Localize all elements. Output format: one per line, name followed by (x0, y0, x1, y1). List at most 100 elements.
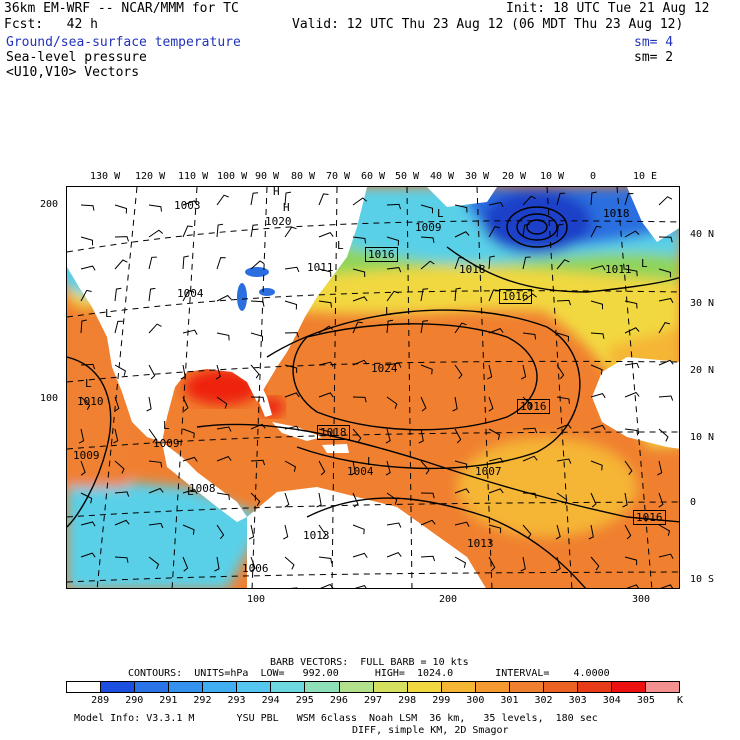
pressure-label: 1009 (73, 449, 100, 462)
weather-map[interactable]: 1003 1020 1011 1016 1009 1018 1016 1018 1011 1004… (66, 186, 680, 589)
latitude-label: 0 (690, 497, 697, 508)
wind-barb (386, 236, 400, 246)
pressure-label: 1013 (303, 529, 330, 542)
wind-barb (250, 396, 265, 403)
wind-barb (522, 195, 536, 206)
wind-barb (216, 294, 232, 302)
colorbar-swatch (441, 682, 476, 692)
wind-barb (624, 556, 638, 566)
pressure-label: 1018 (603, 207, 630, 220)
wind-barb (488, 255, 495, 270)
low-center-label: L (641, 257, 648, 270)
grid-x-label-300: 300 (632, 594, 651, 605)
wind-barb (350, 460, 356, 476)
wind-barb (250, 300, 265, 307)
wind-barb (555, 524, 561, 540)
pressure-label: 1003 (174, 199, 201, 212)
wind-barb (420, 260, 435, 270)
wind-barb (214, 556, 220, 572)
colorbar-label: 299 (432, 695, 451, 706)
wind-barb (250, 364, 260, 379)
wind-barb (250, 492, 261, 506)
wind-barb (148, 460, 163, 468)
wind-barb (318, 325, 334, 334)
colorbar (66, 681, 680, 693)
wind-barb (488, 396, 494, 412)
colorbar-swatch (646, 682, 680, 692)
field-sst-label: Ground/sea-surface temperature (6, 35, 241, 50)
wind-barb (284, 492, 290, 508)
graticule (67, 187, 679, 588)
grid-y-label-100: 100 (40, 393, 59, 404)
wind-barb (658, 553, 674, 559)
pressure-label: 1008 (189, 482, 216, 495)
wind-barb (352, 321, 363, 334)
low-center-label: L (437, 207, 444, 220)
wind-barb (318, 361, 334, 367)
wind-barb (216, 426, 232, 432)
wind-barb (420, 396, 427, 412)
low-center-label: L (187, 485, 194, 498)
contour-legend: CONTOURS: UNITS=hPa LOW= 992.00 HIGH= 10… (128, 668, 610, 679)
colorbar-swatch (67, 682, 102, 692)
wind-barb (318, 231, 334, 238)
colorbar-label: 294 (261, 695, 280, 706)
wind-barb (352, 492, 359, 508)
wind-barb (114, 320, 123, 334)
field-wind-label: <U10,V10> Vectors (6, 65, 140, 80)
wind-barb (182, 255, 189, 270)
wind-barb (454, 204, 468, 213)
wind-barb (658, 359, 674, 366)
latitude-label: 10 S (690, 574, 715, 585)
barb-legend: BARB VECTORS: FULL BARB = 10 kts (270, 657, 469, 668)
wind-barb (80, 204, 95, 211)
pressure-label: 1016 (499, 289, 532, 304)
high-center-label: H (273, 186, 280, 198)
wind-barb (658, 492, 664, 508)
wind-barb (556, 259, 570, 270)
wind-barb (386, 267, 402, 273)
longitude-label: 90 W (255, 171, 280, 182)
latitude-label: 30 N (690, 298, 715, 309)
pressure-label: 1011 (605, 263, 632, 276)
forecast-hour: Fcst: 42 h (4, 17, 98, 32)
wind-barb (590, 364, 603, 375)
longitude-label: 100 W (217, 171, 248, 182)
wind-barb (418, 428, 424, 444)
wind-barb (420, 460, 430, 475)
wind-barb (624, 362, 640, 369)
valid-time: Valid: 12 UTC Thu 23 Aug 12 (06 MDT Thu … (292, 17, 684, 32)
wind-barb (420, 555, 436, 562)
wind-barb (352, 552, 368, 558)
wind-barb (216, 194, 229, 206)
wind-barb (284, 556, 295, 570)
colorbar-label: 300 (466, 695, 485, 706)
wind-barb (488, 327, 504, 334)
wind-barb (556, 458, 572, 464)
colorbar-swatch (407, 682, 442, 692)
wind-barb (624, 524, 632, 540)
pressure-label: 1007 (475, 465, 502, 478)
pressure-label: 1020 (265, 215, 292, 228)
wind-barb (216, 524, 225, 540)
low-center-label: L (337, 239, 344, 252)
wind-barb (114, 364, 126, 376)
wind-barb (80, 319, 87, 334)
colorbar-swatch (101, 682, 136, 692)
wind-barb (624, 460, 633, 476)
wind-barb (318, 268, 332, 277)
latitude-label: 10 N (690, 432, 715, 443)
wind-barb (522, 427, 538, 434)
wind-barb (290, 587, 298, 588)
colorbar-label: 305 (636, 695, 655, 706)
colorbar-swatch (305, 682, 340, 692)
wind-barb (386, 362, 402, 368)
pressure-label: 1016 (365, 247, 398, 262)
colorbar-label: 296 (329, 695, 348, 706)
wind-barb (284, 332, 299, 338)
wind-barb (216, 492, 230, 500)
wind-barb (284, 460, 297, 472)
wind-barb (420, 320, 429, 334)
wind-barb (80, 552, 96, 558)
longitude-label: 20 W (502, 171, 527, 182)
